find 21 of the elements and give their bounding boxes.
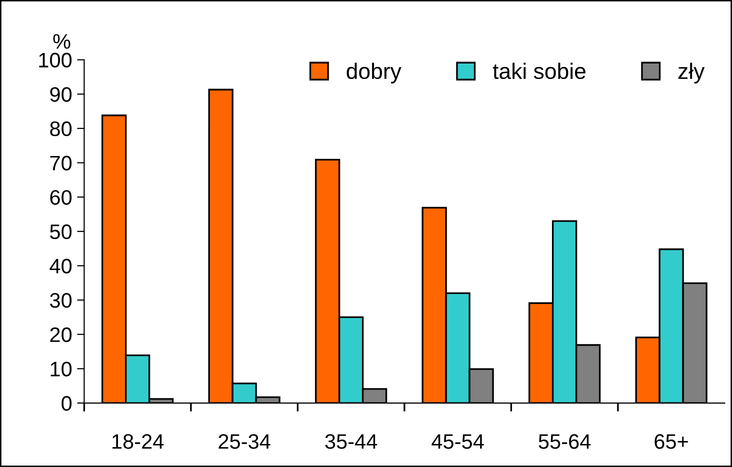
legend-label: zły [678,62,705,84]
x-tick-label: 18-24 [112,434,164,449]
x-tick-label: 65+ [654,434,688,449]
y-tick-label: 40 [50,258,72,274]
y-tick-label: 80 [50,121,72,136]
x-tick-label: 55-64 [538,434,591,449]
legend-label: dobry [346,62,402,84]
x-tick-label: 45-54 [432,434,484,449]
legend-label: taki sobie [492,62,586,80]
y-tick-label: 60 [50,190,72,205]
y-tick-label: 70 [50,156,72,171]
y-tick-label: 20 [50,327,72,342]
y-tick-label: 10 [50,362,72,376]
x-tick-label: 35-44 [325,434,378,449]
y-tick-label: 100 [39,52,72,68]
y-axis-title: % [53,34,70,49]
y-tick-label: 30 [50,293,72,308]
y-tick-label: 0 [62,396,72,411]
y-tick-label: 50 [50,224,72,240]
y-tick-label: 90 [50,87,72,102]
x-tick-label: 25-34 [218,434,270,449]
